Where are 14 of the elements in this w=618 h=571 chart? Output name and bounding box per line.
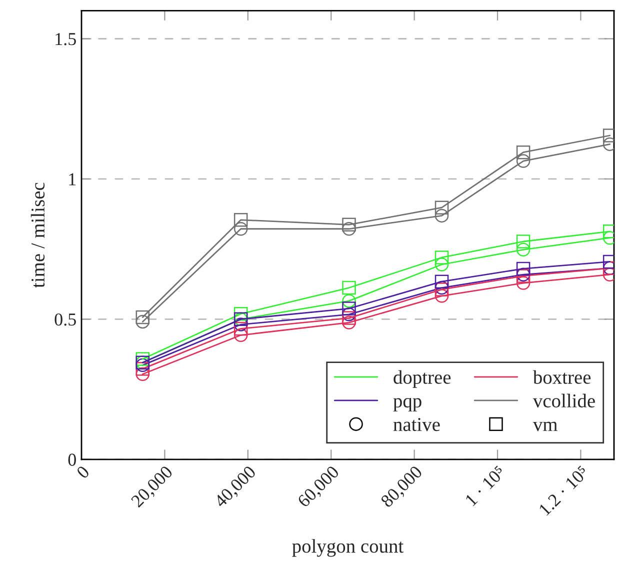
y-tick-label: 0 bbox=[68, 454, 76, 466]
legend-label: native bbox=[393, 418, 440, 432]
legend-label: boxtree bbox=[532, 370, 591, 384]
legend-label: doptree bbox=[394, 370, 451, 388]
legend-label: vm bbox=[532, 422, 558, 432]
y-axis-title: time / milisec bbox=[30, 182, 45, 288]
legend-label: pqp bbox=[393, 398, 422, 412]
y-tick-label: 1.5 bbox=[56, 33, 76, 46]
y-tick-label: 1 bbox=[69, 173, 76, 186]
y-tick-label: 0.5 bbox=[54, 313, 76, 326]
x-tick-label: 1 · 10⁵ bbox=[464, 465, 506, 506]
legend-label: vcollide bbox=[532, 394, 595, 408]
x-axis-title: polygon count bbox=[292, 539, 404, 557]
x-tick-label: 1.2 · 10⁵ bbox=[538, 465, 590, 516]
